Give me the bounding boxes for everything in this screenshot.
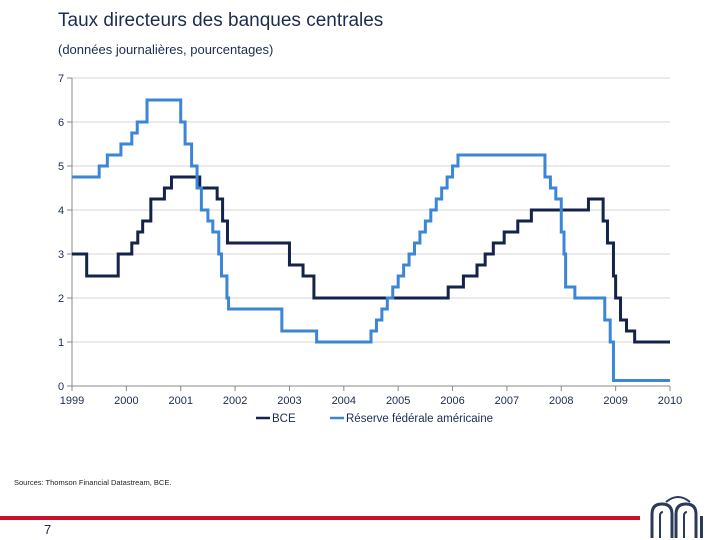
y-tick-label: 1 [58, 337, 64, 349]
x-tick-label: 2000 [114, 395, 138, 407]
x-tick-label: 2010 [658, 395, 682, 407]
series-line-ecb [72, 175, 670, 344]
policy-rate-chart: 0 1 2 3 4 5 6 7 1999 2000 2001 2002 2003 2004 2005 200… [58, 73, 682, 425]
source-note: Sources: Thomson Financial Datastream, B… [14, 478, 172, 487]
chart-legend: BCE Réserve fédérale américaine [256, 413, 493, 425]
y-tick-label: 2 [58, 293, 64, 305]
x-tick-label: 2007 [495, 395, 519, 407]
x-tick-label: 1999 [60, 395, 84, 407]
y-tick-label: 5 [58, 161, 64, 173]
y-tick-label: 3 [58, 249, 64, 261]
x-tick-label: 2002 [223, 395, 247, 407]
chart-series [72, 98, 670, 382]
legend-label-0: BCE [272, 413, 296, 425]
x-axis-ticks: 1999 2000 2001 2002 2003 2004 2005 2006 2007 2008… [60, 386, 682, 407]
y-tick-label: 7 [58, 73, 64, 85]
x-tick-label: 2004 [332, 395, 356, 407]
y-axis-ticks: 0 1 2 3 4 5 6 7 [58, 73, 72, 393]
x-tick-label: 2009 [603, 395, 627, 407]
legend-label-1: Réserve fédérale américaine [346, 413, 493, 425]
slide-title: Taux directeurs des banques centrales [58, 10, 384, 31]
y-tick-label: 4 [58, 205, 64, 217]
bottom-accent-bar [0, 516, 640, 520]
x-tick-label: 2005 [386, 395, 410, 407]
x-tick-label: 2006 [440, 395, 464, 407]
y-tick-label: 6 [58, 117, 64, 129]
slide-number: 7 [44, 522, 52, 537]
x-tick-label: 2008 [549, 395, 573, 407]
y-tick-label: 0 [58, 381, 64, 393]
series-line-fed [72, 98, 670, 382]
x-tick-label: 2001 [168, 395, 192, 407]
x-tick-label: 2003 [277, 395, 301, 407]
bank-logo-icon [650, 496, 703, 538]
slide-subtitle: (données journalières, pourcentages) [58, 42, 274, 57]
